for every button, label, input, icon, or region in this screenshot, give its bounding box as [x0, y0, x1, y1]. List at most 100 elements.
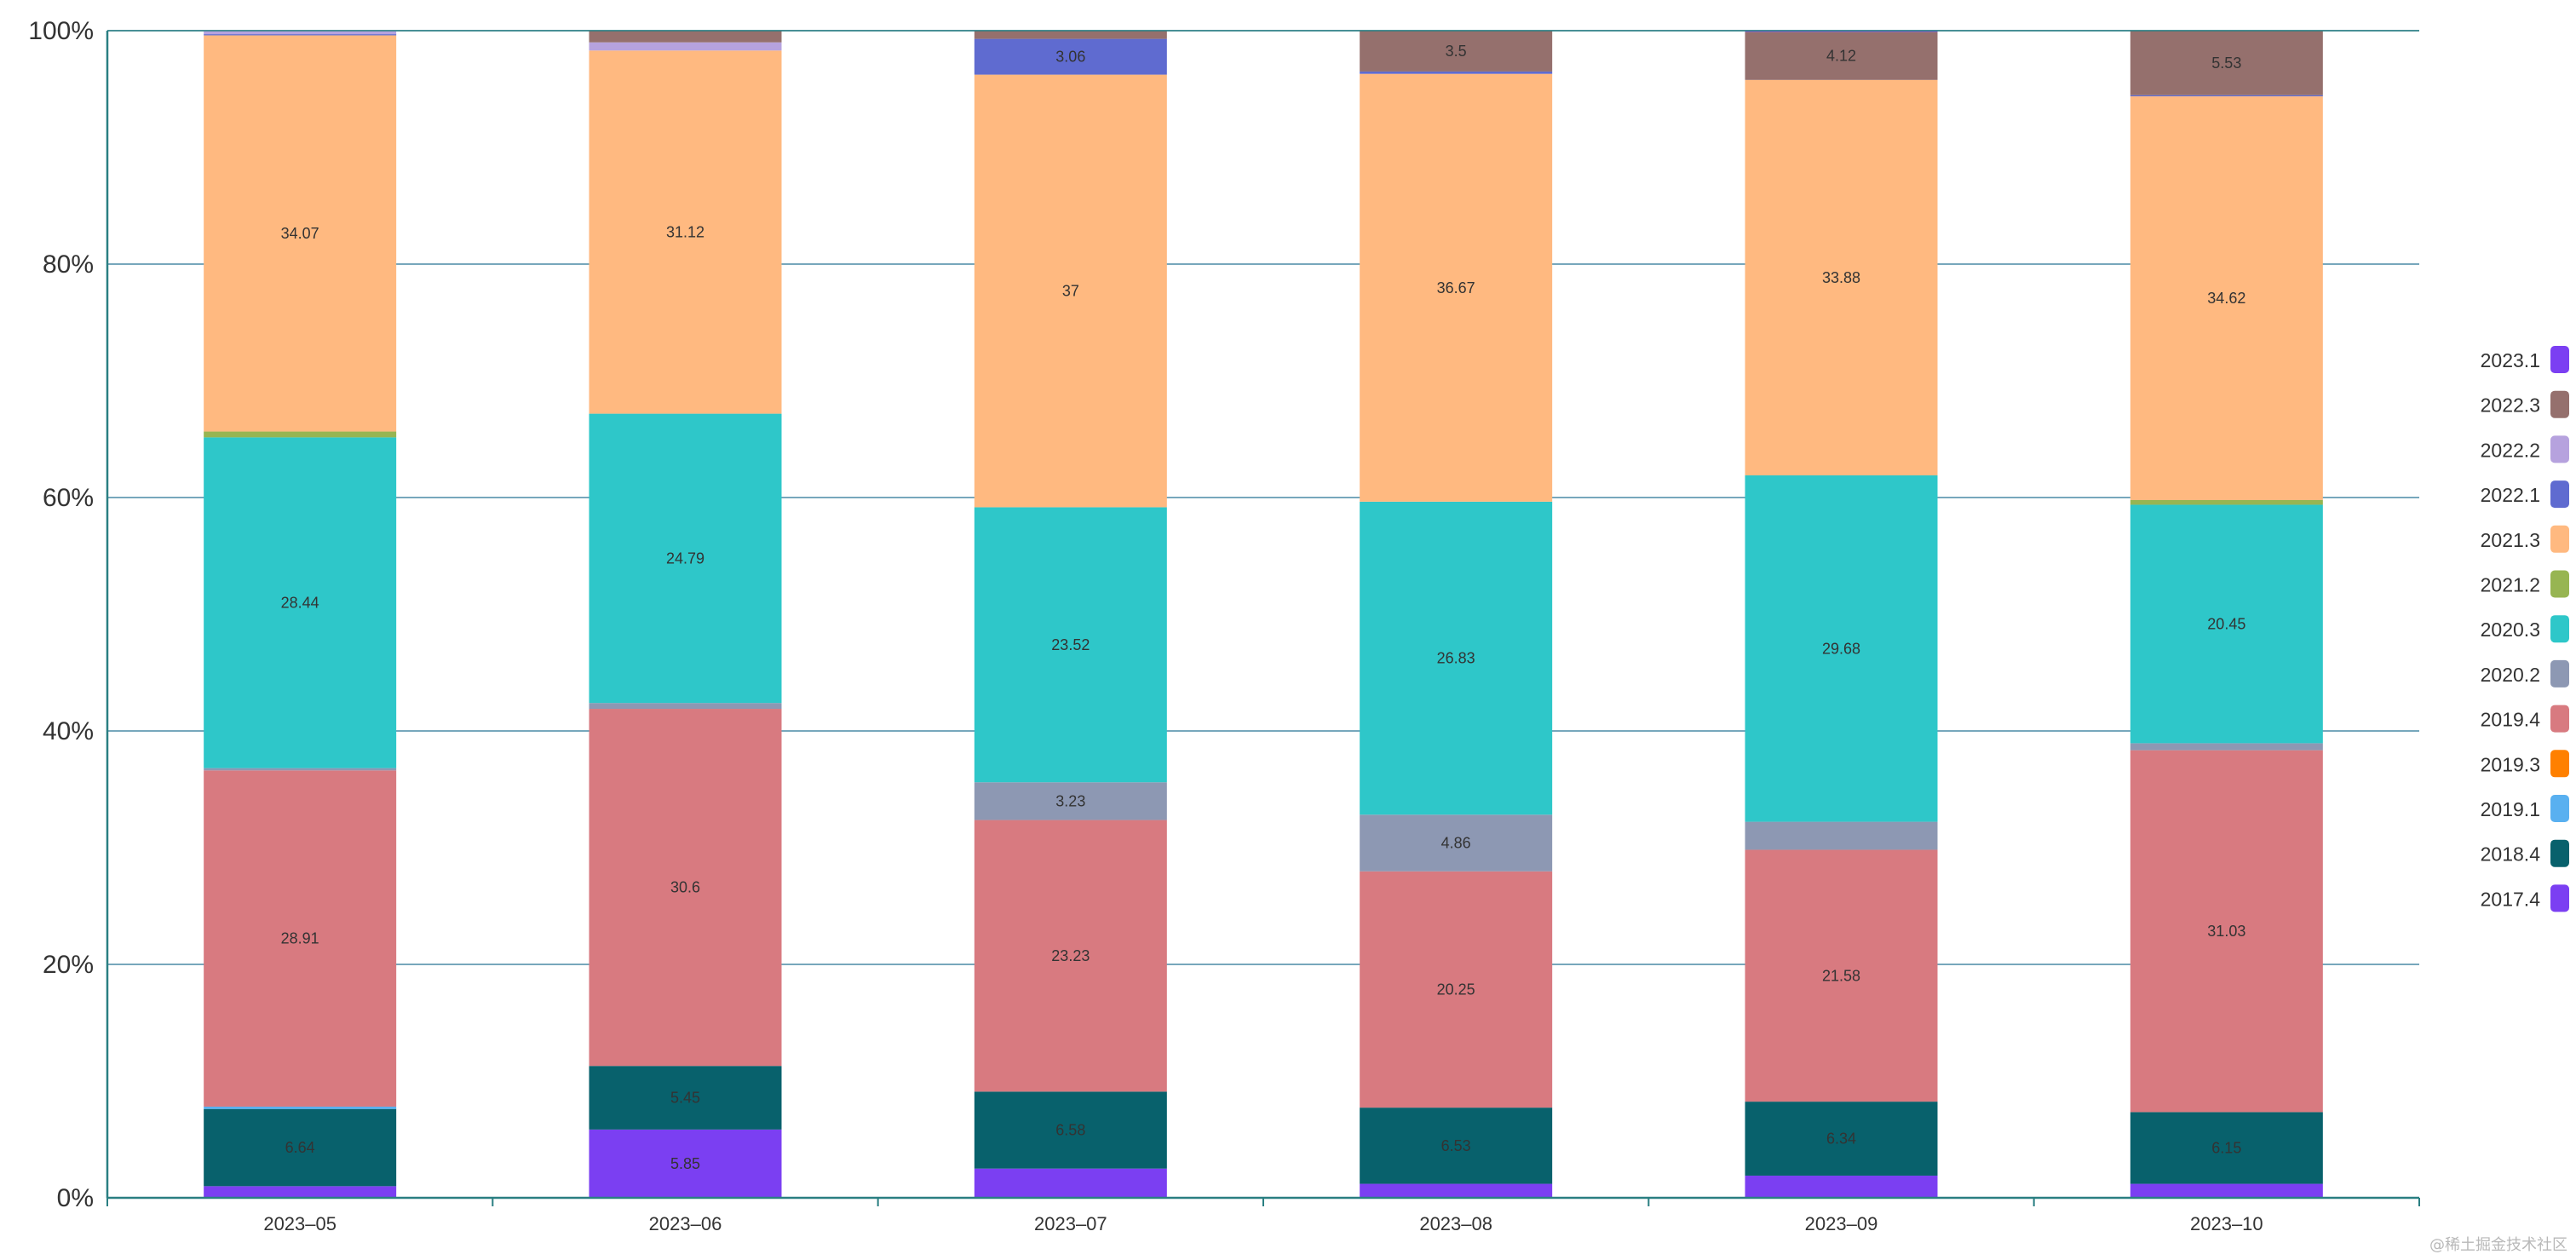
- bar-segment-2021-2-2023-05[interactable]: [204, 431, 397, 438]
- bar-segment-2017-4-2023-10[interactable]: [2130, 1183, 2323, 1198]
- bar-segment-2022-1-2023-08[interactable]: [1360, 71, 1553, 74]
- bar-segment-2020-3-2023-09[interactable]: [1745, 475, 1938, 822]
- bar-segment-2020-2-2023-09[interactable]: [1745, 821, 1938, 850]
- bar-segment-2021-3-2023-05[interactable]: [204, 35, 397, 432]
- bar-segment-2022-1-2023-10[interactable]: [2130, 95, 2323, 97]
- segment-value-label: 30.6: [670, 879, 700, 896]
- bars: [204, 31, 2323, 1198]
- legend-item-2022-3[interactable]: 2022.3: [2481, 390, 2569, 418]
- bar-segment-2022-2-2023-06[interactable]: [589, 42, 782, 51]
- bar-segment-2021-2-2023-10[interactable]: [2130, 499, 2323, 505]
- bar-segment-2019-4-2023-06[interactable]: [589, 709, 782, 1067]
- bar-segment-2017-4-2023-08[interactable]: [1360, 1183, 1553, 1198]
- segment-value-label: 5.85: [670, 1155, 700, 1172]
- bar-segment-2021-3-2023-09[interactable]: [1745, 79, 1938, 475]
- segment-value-label: 3.23: [1055, 792, 1085, 809]
- legend-swatch: [2550, 615, 2569, 643]
- bar-segment-2022-3-2023-08[interactable]: [1360, 31, 1553, 72]
- bar-segment-2020-2-2023-05[interactable]: [204, 768, 397, 771]
- x-tick-label: 2023–07: [1034, 1213, 1107, 1234]
- segment-value-label: 26.83: [1437, 650, 1475, 667]
- y-tick-label: 80%: [43, 250, 94, 279]
- bar-segment-2018-4-2023-07[interactable]: [974, 1091, 1167, 1169]
- grid-lines: [107, 30, 2419, 965]
- segment-value-label: 23.23: [1051, 947, 1090, 964]
- bar-segment-2019-4-2023-09[interactable]: [1745, 849, 1938, 1102]
- legend-label: 2022.3: [2481, 394, 2540, 417]
- bar-segment-2019-4-2023-08[interactable]: [1360, 871, 1553, 1108]
- legend-item-2018-4[interactable]: 2018.4: [2481, 839, 2569, 867]
- bar-segment-2019-1-2023-05[interactable]: [204, 1106, 397, 1109]
- legend-item-2019-4[interactable]: 2019.4: [2481, 705, 2569, 733]
- legend-item-2017-4[interactable]: 2017.4: [2481, 884, 2569, 912]
- legend-item-2020-2[interactable]: 2020.2: [2481, 659, 2569, 688]
- bar-segment-2021-3-2023-10[interactable]: [2130, 96, 2323, 500]
- bar-segment-2020-3-2023-07[interactable]: [974, 507, 1167, 783]
- segment-value-label: 6.53: [1441, 1137, 1471, 1154]
- segment-value-label: 31.12: [666, 223, 704, 240]
- x-tick-label: 2023–05: [263, 1213, 336, 1234]
- bar-segment-2022-2-2023-05[interactable]: [204, 31, 397, 35]
- segment-value-label: 6.64: [285, 1139, 315, 1156]
- bar-segment-2022-3-2023-07[interactable]: [974, 31, 1167, 39]
- bar-segment-2022-3-2023-09[interactable]: [1745, 32, 1938, 80]
- legend-item-2022-1[interactable]: 2022.1: [2481, 480, 2569, 509]
- bar-segment-2019-4-2023-07[interactable]: [974, 820, 1167, 1092]
- bar-segment-2022-3-2023-06[interactable]: [589, 31, 782, 43]
- bar-segment-2017-4-2023-09[interactable]: [1745, 1175, 1938, 1198]
- segment-value-label: 21.58: [1822, 967, 1860, 984]
- bar-segment-2018-4-2023-05[interactable]: [204, 1108, 397, 1187]
- segment-value-label: 28.44: [281, 594, 319, 611]
- bar-segment-2018-4-2023-06[interactable]: [589, 1066, 782, 1130]
- bar-segment-2020-3-2023-10[interactable]: [2130, 504, 2323, 744]
- bar-segment-2022-3-2023-10[interactable]: [2130, 31, 2323, 95]
- segment-value-label: 20.45: [2207, 615, 2245, 632]
- bar-segment-2017-4-2023-06[interactable]: [589, 1129, 782, 1198]
- legend-label: 2022.2: [2481, 439, 2540, 461]
- bar-segment-2020-2-2023-06[interactable]: [589, 703, 782, 710]
- axes: [106, 30, 2420, 1206]
- segment-value-label: 37: [1062, 283, 1079, 300]
- x-tick-label: 2023–09: [1805, 1213, 1878, 1234]
- legend-swatch: [2550, 346, 2569, 373]
- legend-item-2022-2[interactable]: 2022.2: [2481, 435, 2569, 463]
- legend-swatch: [2550, 705, 2569, 733]
- legend-item-2019-3[interactable]: 2019.3: [2481, 750, 2569, 778]
- bar-segment-2020-2-2023-08[interactable]: [1360, 814, 1553, 872]
- segment-value-label: 3.5: [1446, 43, 1467, 60]
- bar-segment-2020-3-2023-06[interactable]: [589, 413, 782, 704]
- legend-item-2021-3[interactable]: 2021.3: [2481, 525, 2569, 553]
- segment-value-label: 28.91: [281, 930, 319, 947]
- legend: 2023.1 2022.3 2022.2 2022.1 2021.3 2021.2 2020…: [2481, 346, 2569, 912]
- bar-segment-2017-4-2023-07[interactable]: [974, 1168, 1167, 1198]
- legend-item-2019-1[interactable]: 2019.1: [2481, 795, 2569, 822]
- segment-labels: 6.64 28.91 28.44 34.07 5.85 5.45 30.6 24.79 31.1…: [281, 43, 2246, 1172]
- bar-segment-2020-2-2023-10[interactable]: [2130, 743, 2323, 751]
- bar-segment-2019-4-2023-05[interactable]: [204, 770, 397, 1107]
- bar-segment-2018-4-2023-09[interactable]: [1745, 1102, 1938, 1176]
- legend-item-2021-2[interactable]: 2021.2: [2481, 570, 2569, 598]
- bar-segment-2020-3-2023-05[interactable]: [204, 437, 397, 768]
- bar-segment-2022-1-2023-05[interactable]: [204, 34, 397, 36]
- bar-segment-2021-3-2023-07[interactable]: [974, 74, 1167, 508]
- bar-segment-2021-3-2023-08[interactable]: [1360, 73, 1553, 502]
- legend-label: 2019.1: [2481, 798, 2540, 820]
- y-tick-label: 40%: [43, 717, 94, 745]
- bar-segment-2020-2-2023-07[interactable]: [974, 782, 1167, 820]
- bar-segment-2018-4-2023-10[interactable]: [2130, 1112, 2323, 1184]
- bar-segment-2020-3-2023-08[interactable]: [1360, 501, 1553, 815]
- legend-item-2023-1[interactable]: 2023.1: [2481, 346, 2569, 373]
- bar-segment-2019-4-2023-10[interactable]: [2130, 750, 2323, 1113]
- legend-swatch: [2550, 390, 2569, 418]
- segment-value-label: 6.15: [2211, 1139, 2241, 1156]
- legend-item-2020-3[interactable]: 2020.3: [2481, 615, 2569, 643]
- segment-value-label: 29.68: [1822, 640, 1860, 657]
- x-tick-label: 2023–06: [649, 1213, 722, 1234]
- bar-segment-2022-1-2023-07[interactable]: [974, 38, 1167, 75]
- bar-segment-2021-3-2023-06[interactable]: [589, 50, 782, 414]
- bar-segment-2017-4-2023-05[interactable]: [204, 1186, 397, 1198]
- legend-label: 2022.1: [2481, 484, 2540, 506]
- segment-value-label: 24.79: [666, 549, 704, 567]
- bar-segment-2018-4-2023-08[interactable]: [1360, 1108, 1553, 1184]
